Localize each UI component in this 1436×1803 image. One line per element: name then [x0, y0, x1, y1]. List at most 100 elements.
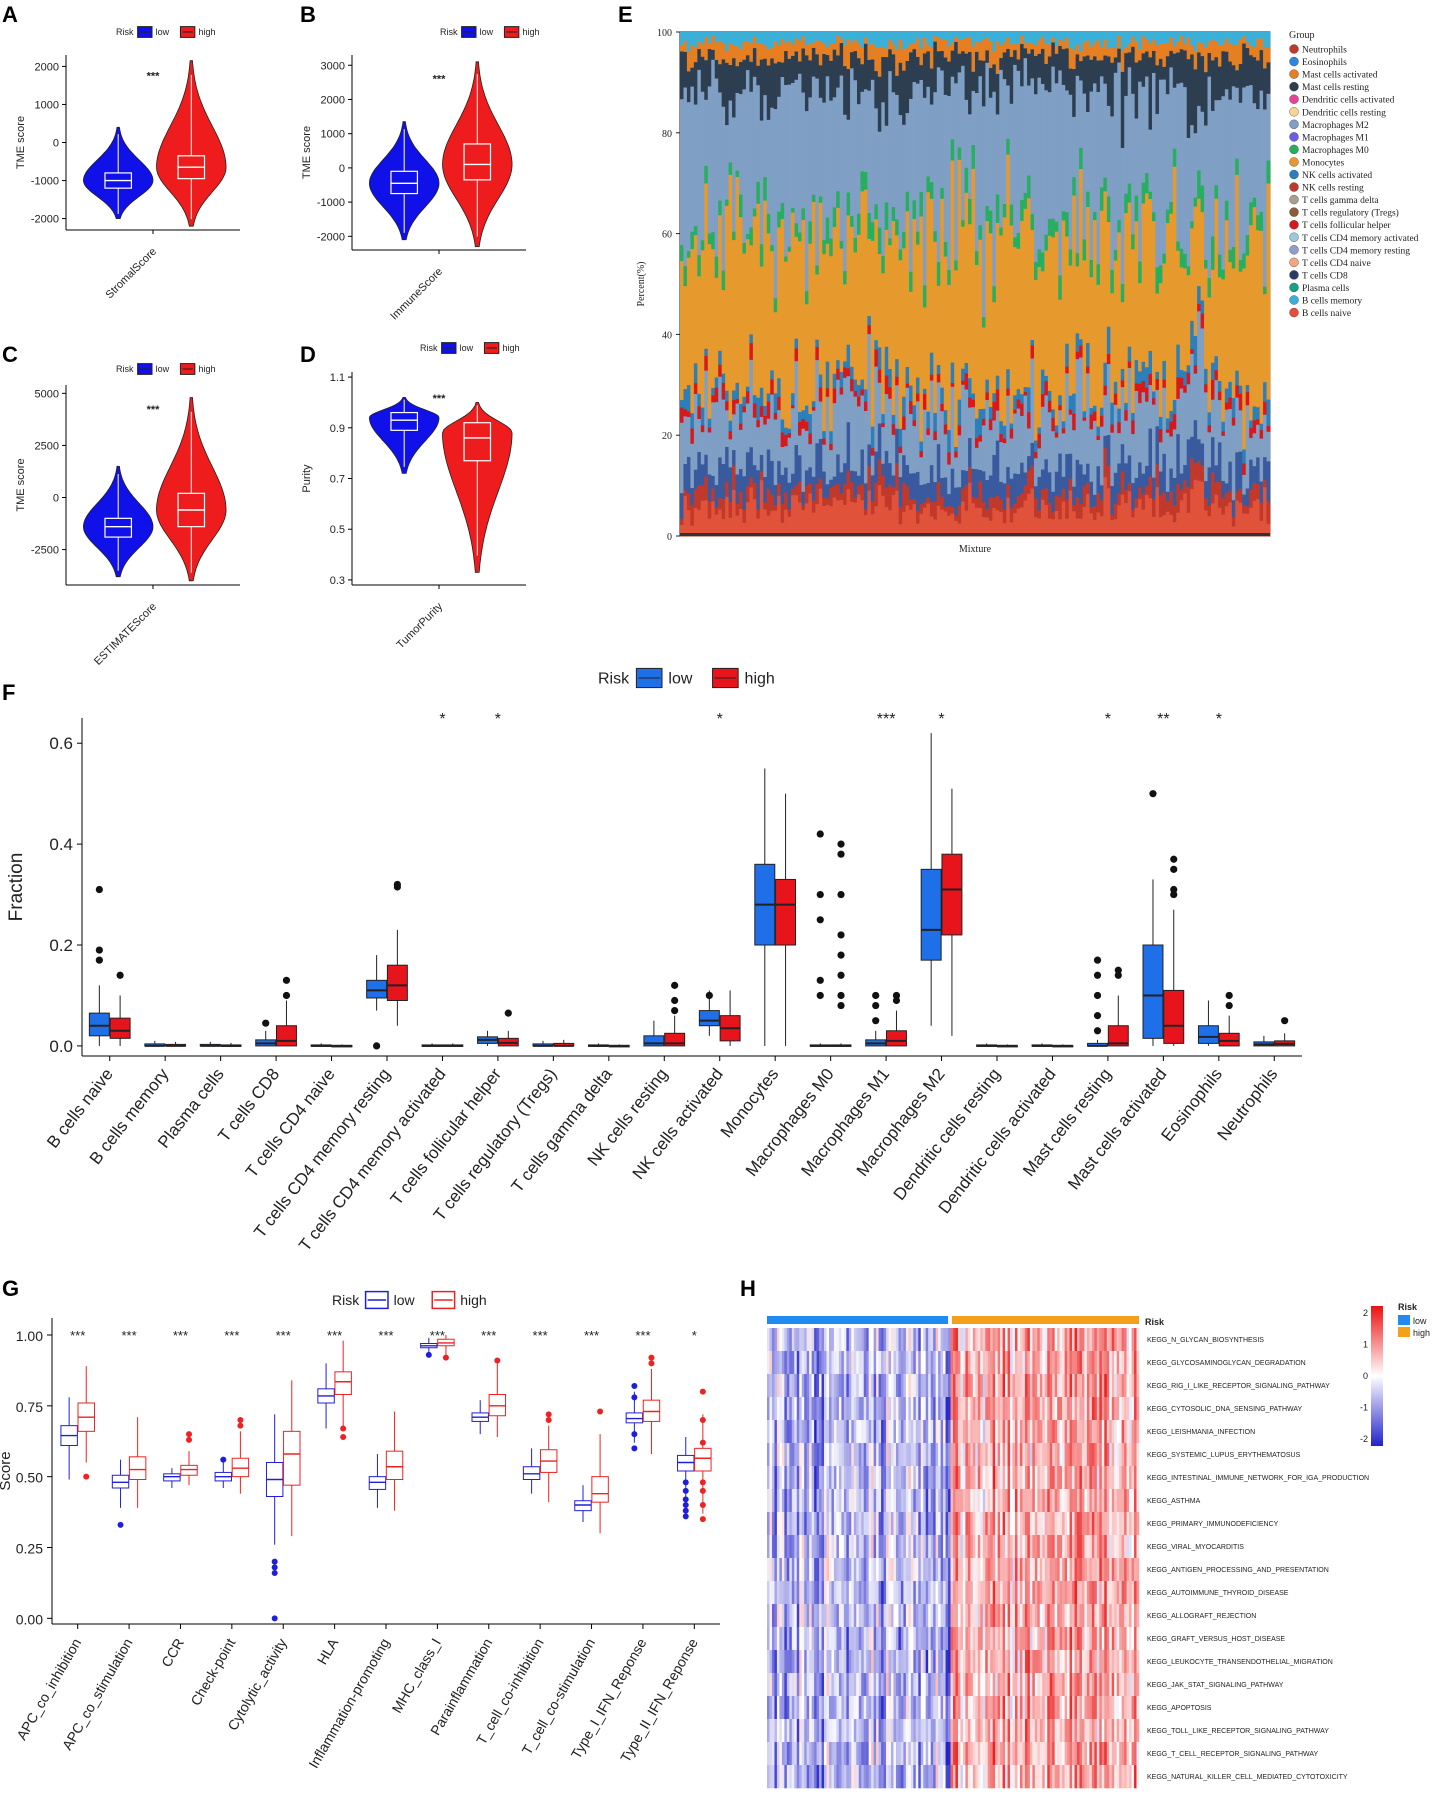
heatmap-cell — [1045, 1719, 1048, 1742]
bar-segment — [1152, 51, 1156, 73]
bar-segment — [1162, 263, 1166, 361]
bar-segment — [819, 32, 823, 42]
heatmap-cell — [886, 1351, 889, 1374]
bar-segment — [975, 498, 979, 508]
heatmap-cell — [936, 1696, 939, 1719]
bar-segment — [1103, 40, 1107, 56]
bar-segment — [888, 387, 892, 399]
heatmap-cell — [889, 1765, 892, 1788]
bar-segment — [1044, 234, 1048, 250]
heatmap-cell — [884, 1650, 887, 1673]
bar-segment — [801, 428, 805, 491]
heatmap-cell — [913, 1696, 916, 1719]
heatmap-cell — [856, 1512, 859, 1535]
bar-segment — [822, 444, 826, 471]
heatmap-cell — [849, 1466, 852, 1489]
bar-segment — [1117, 505, 1121, 536]
outlier-point — [700, 1389, 706, 1395]
heatmap-cell — [923, 1627, 926, 1650]
bar-segment — [1208, 53, 1212, 77]
heatmap-cell — [903, 1581, 906, 1604]
bar-segment — [1242, 32, 1246, 36]
heatmap-cell — [1040, 1581, 1043, 1604]
bar-segment — [1221, 436, 1225, 481]
heatmap-cell — [817, 1420, 820, 1443]
heatmap-cell — [990, 1627, 993, 1650]
heatmap-cell — [819, 1719, 822, 1742]
bar-segment — [972, 91, 976, 145]
bar-segment — [968, 114, 972, 199]
bar-segment — [1263, 286, 1267, 294]
bar-segment — [857, 213, 861, 234]
heatmap-cell — [802, 1420, 805, 1443]
heatmap-cell — [951, 1558, 954, 1581]
bar-segment — [899, 63, 903, 116]
bar-segment — [739, 492, 743, 509]
bar-segment — [913, 420, 917, 426]
heatmap-cell — [926, 1443, 929, 1466]
bar-segment — [999, 58, 1003, 70]
bar-segment — [1218, 507, 1222, 536]
heatmap-cell — [893, 1420, 896, 1443]
bar-segment — [850, 482, 854, 502]
heatmap-cell — [983, 1397, 986, 1420]
bar-segment — [961, 226, 965, 368]
heatmap-cell — [965, 1719, 968, 1742]
heatmap-cell — [1017, 1374, 1020, 1397]
heatmap-cell — [918, 1558, 921, 1581]
bar-segment — [715, 60, 719, 79]
heatmap-cell — [809, 1535, 812, 1558]
bar-segment — [902, 32, 906, 50]
bar-segment — [1034, 486, 1038, 498]
heatmap-cell — [886, 1558, 889, 1581]
bar-segment — [826, 76, 830, 218]
bar-segment — [1027, 387, 1031, 412]
bar-segment — [1034, 452, 1038, 459]
heatmap-cell — [1015, 1696, 1018, 1719]
heatmap-cell — [911, 1581, 914, 1604]
heatmap-cell — [836, 1604, 839, 1627]
heatmap-cell — [1017, 1581, 1020, 1604]
heatmap-cell — [1027, 1443, 1030, 1466]
heatmap-cell — [911, 1696, 914, 1719]
heatmap-cell — [963, 1374, 966, 1397]
bar-segment — [909, 32, 913, 44]
heatmap-cell — [804, 1650, 807, 1673]
bar-segment — [1169, 421, 1173, 436]
bar-segment — [965, 485, 969, 511]
heatmap-cell — [777, 1489, 780, 1512]
heatmap-cell — [1042, 1397, 1045, 1420]
heatmap-cell — [993, 1673, 996, 1696]
heatmap-cell — [931, 1374, 934, 1397]
heatmap-cell — [898, 1535, 901, 1558]
bar-segment — [958, 487, 962, 506]
heatmap-cell — [831, 1351, 834, 1374]
bar-segment — [916, 38, 920, 57]
bar-segment — [1114, 73, 1118, 250]
heatmap-cell — [827, 1374, 830, 1397]
bar-segment — [1010, 438, 1014, 479]
heatmap-cell — [953, 1466, 956, 1489]
x-tick-label: CCR — [158, 1636, 187, 1670]
bar-segment — [819, 387, 823, 401]
heatmap-cell — [814, 1558, 817, 1581]
bar-segment — [1110, 293, 1114, 403]
bar-segment — [1152, 221, 1156, 392]
heatmap-cell — [851, 1443, 854, 1466]
heatmap-cell — [886, 1374, 889, 1397]
heatmap-cell — [779, 1742, 782, 1765]
heatmap-cell — [1035, 1351, 1038, 1374]
bar-segment — [1176, 399, 1180, 435]
heatmap-cell — [831, 1420, 834, 1443]
bar-segment — [1149, 428, 1153, 477]
heatmap-cell — [869, 1742, 872, 1765]
bar-segment — [1267, 183, 1271, 399]
bar-segment — [711, 476, 715, 489]
heatmap-cell — [906, 1535, 909, 1558]
heatmap-cell — [931, 1328, 934, 1351]
bar-segment — [791, 473, 795, 488]
significance-label: * — [938, 711, 944, 728]
heatmap-cell — [1042, 1489, 1045, 1512]
heatmap-cell — [779, 1535, 782, 1558]
bar-segment — [992, 508, 996, 537]
